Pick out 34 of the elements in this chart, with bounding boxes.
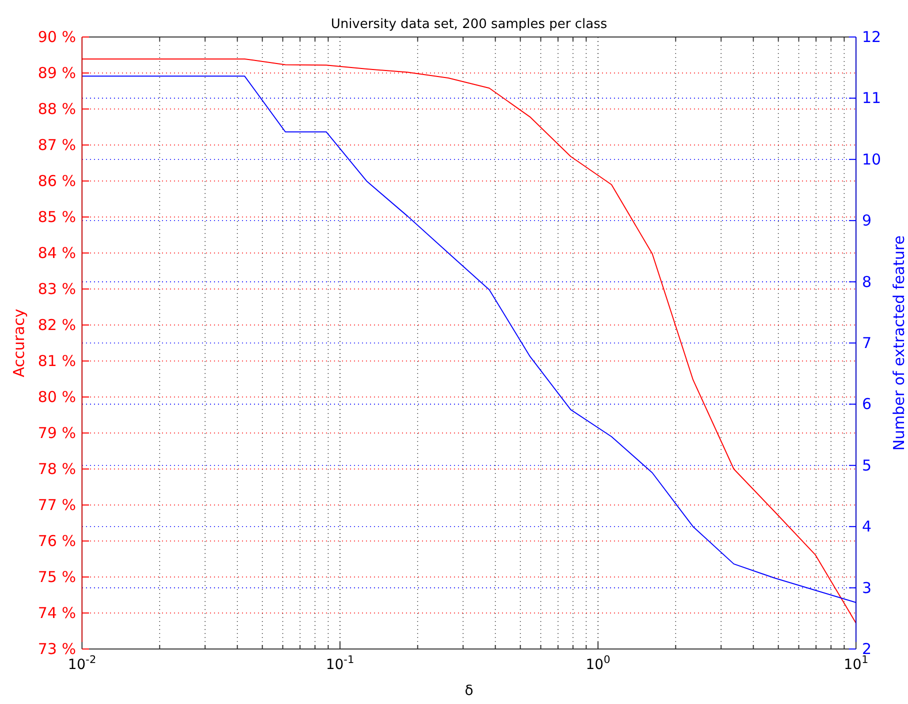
y2-tick-label: 11 <box>862 89 882 108</box>
y-tick-label: 88 % <box>38 100 76 118</box>
y2-tick-label: 10 <box>862 150 882 168</box>
y-tick-label: 84 % <box>38 244 76 262</box>
y-tick-label: 80 % <box>38 388 76 406</box>
y-tick-label: 79 % <box>38 424 76 442</box>
y2-tick-label: 12 <box>862 28 882 46</box>
y2-axis-title: Number of extracted feature <box>890 235 908 451</box>
x-tick-label: 10$^{1}$ <box>844 654 868 673</box>
x-axis-title: δ <box>464 683 474 699</box>
x-tick-label: 10$^{-1}$ <box>326 654 354 673</box>
y-tick-label: 87 % <box>38 136 76 154</box>
y-tick-label: 78 % <box>38 460 76 478</box>
y2-tick-label: 9 <box>862 212 872 230</box>
y-tick-label: 75 % <box>38 568 76 586</box>
y2-tick-label: 6 <box>862 395 872 414</box>
y-tick-label: 76 % <box>38 532 76 550</box>
y2-tick-label: 7 <box>862 334 872 352</box>
y2-tick-label: 5 <box>862 456 872 474</box>
y-tick-label: 77 % <box>38 496 76 514</box>
y-tick-label: 89 % <box>38 64 76 82</box>
y-tick-label: 86 % <box>38 172 76 190</box>
y-tick-label: 90 % <box>38 28 76 46</box>
y-tick-label: 85 % <box>38 208 76 226</box>
chart-title: University data set, 200 samples per class <box>330 17 608 32</box>
y-tick-label: 83 % <box>38 280 76 298</box>
y2-tick-label: 8 <box>862 272 872 291</box>
y-tick-label: 81 % <box>38 352 76 370</box>
y2-tick-label: 4 <box>862 518 872 536</box>
x-tick-label: 10$^{0}$ <box>586 654 610 673</box>
y-axis-title: Accuracy <box>10 308 28 378</box>
y2-tick-label: 3 <box>862 578 872 597</box>
y-tick-label: 74 % <box>38 604 76 622</box>
y-tick-label: 82 % <box>38 316 76 334</box>
